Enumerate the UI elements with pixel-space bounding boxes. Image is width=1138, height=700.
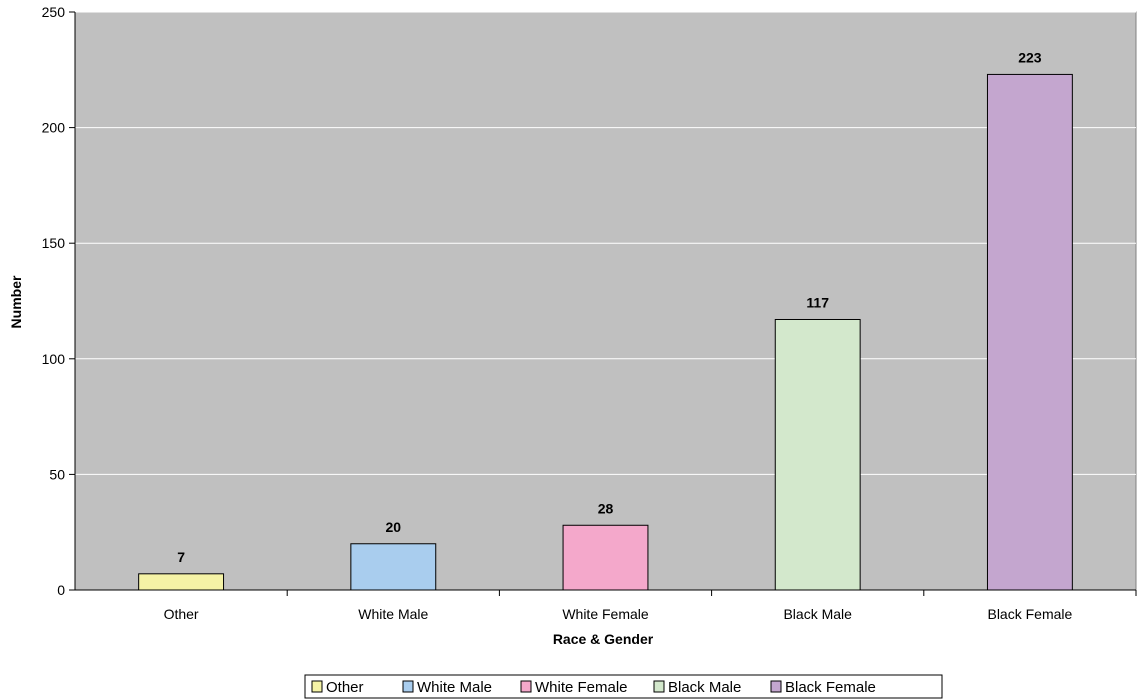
legend-label: White Male (417, 679, 492, 696)
legend-swatch (770, 680, 782, 693)
x-tick-label: Black Female (987, 606, 1072, 622)
legend-box (304, 674, 943, 699)
bar-white-male (350, 543, 437, 591)
y-tick-label: 100 (42, 351, 66, 367)
y-tick-label: 50 (49, 466, 65, 482)
x-tick-label: White Female (562, 606, 649, 622)
x-tick-label: Other (164, 606, 199, 622)
bar-black-male (774, 318, 861, 591)
legend-label: Black Female (785, 679, 876, 696)
y-axis-title: Number (8, 275, 24, 328)
y-tick-label: 150 (42, 235, 66, 251)
data-label: 117 (806, 294, 829, 310)
legend: Other White Male White Female Black Male Bla… (304, 674, 943, 699)
legend-label: Black Male (668, 679, 741, 696)
plot-background (74, 11, 1137, 591)
x-axis-title: Race & Gender (553, 631, 654, 647)
plot-area: 0 50 100 150 200 250 7 Other 20 White Male 28 White… (42, 4, 1137, 622)
x-tick-label: White Male (358, 606, 428, 622)
bar-other (138, 573, 225, 591)
x-tick-label: Black Male (783, 606, 852, 622)
legend-label: Other (326, 679, 364, 696)
y-tick-label: 0 (57, 582, 65, 598)
legend-label: White Female (535, 679, 628, 696)
bar-white-female (562, 524, 649, 591)
legend-swatch (653, 680, 665, 693)
legend-swatch (402, 680, 414, 693)
data-label: 223 (1018, 49, 1042, 65)
bar-black-female (986, 73, 1073, 591)
data-label: 20 (386, 519, 402, 535)
data-label: 7 (177, 549, 185, 565)
legend-swatch (311, 680, 323, 693)
data-label: 28 (598, 500, 614, 516)
y-tick-label: 200 (42, 120, 66, 136)
legend-swatch (520, 680, 532, 693)
y-tick-label: 250 (42, 4, 66, 20)
